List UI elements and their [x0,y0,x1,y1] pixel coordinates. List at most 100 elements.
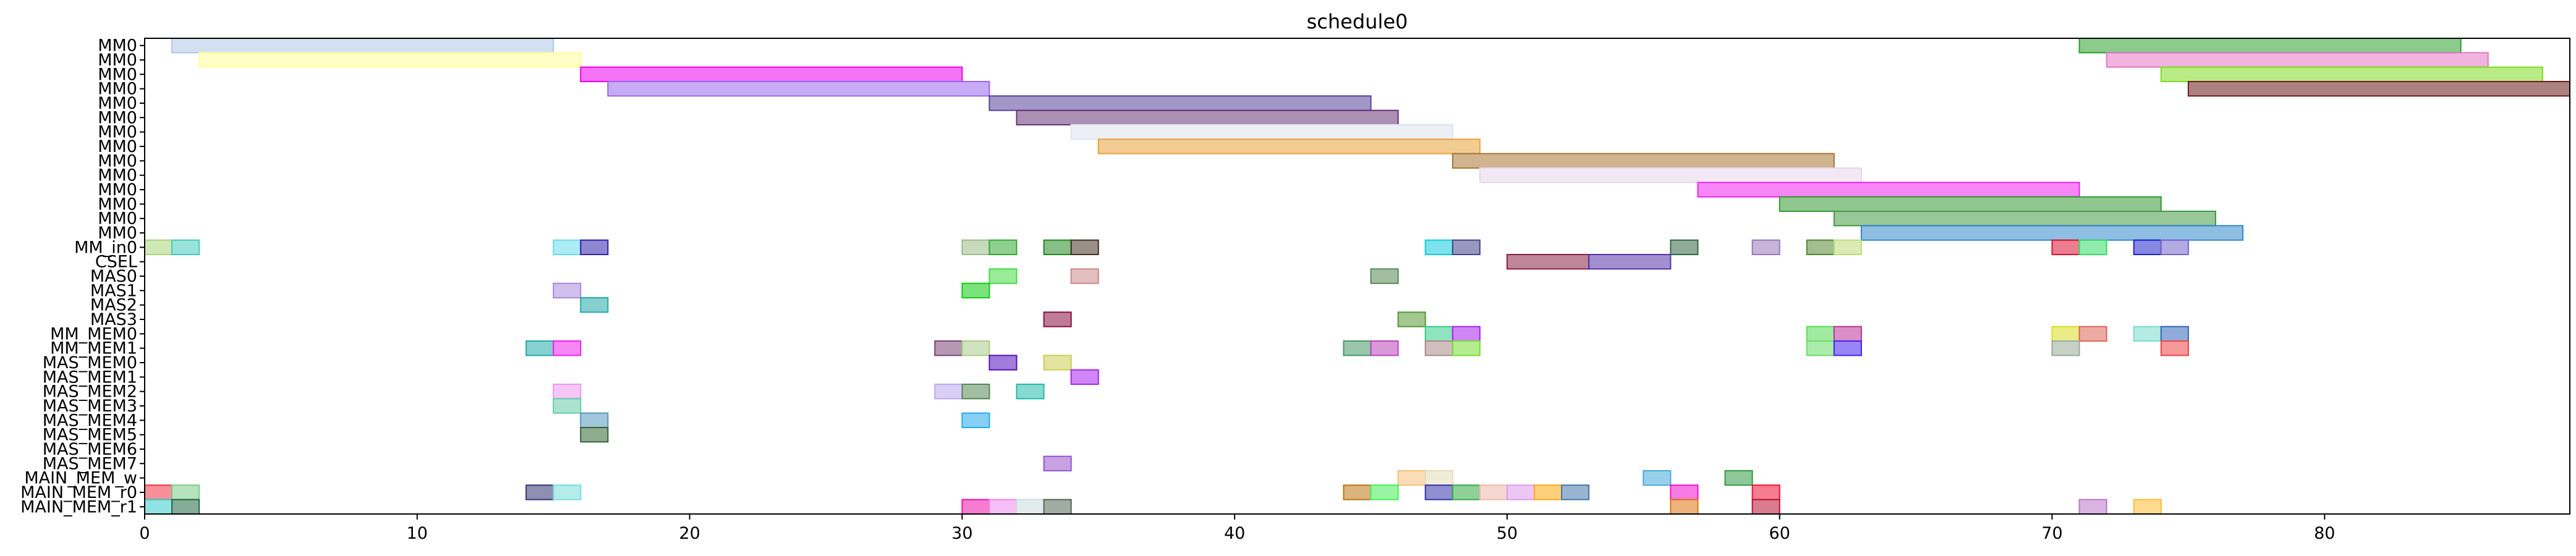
bar-98 [961,499,990,515]
bars-layer [144,38,2571,515]
bar-50 [2051,326,2080,342]
bar-65 [2160,340,2189,356]
bar-101 [1043,499,1072,515]
y-tick-label-7: MM0 [98,137,137,156]
bar-31 [1833,239,1862,255]
bar-76 [580,427,609,443]
bar-28 [1670,239,1699,255]
bar-25 [1070,239,1099,255]
bar-16 [1833,211,2216,227]
y-tick-label-0: MM0 [98,36,137,56]
bar-59 [1370,340,1399,356]
bar-29 [1751,239,1780,255]
bar-9 [1016,109,1399,126]
bar-41 [553,282,582,298]
bar-54 [525,340,555,356]
bar-82 [144,484,173,500]
bar-67 [1043,355,1072,371]
bar-75 [961,412,990,429]
y-tick-label-27: MAS_MEM5 [43,426,137,445]
bar-89 [1452,484,1481,500]
bar-91 [1506,484,1536,500]
y-tick-label-26: MAS_MEM4 [43,411,137,430]
y-tick-label-20: MM_MEM0 [50,324,137,343]
y-tick-label-16: MAS0 [90,267,137,286]
bar-105 [2133,499,2162,515]
bar-3 [2106,52,2489,68]
y-tick-label-31: MAIN_MEM_r0 [20,483,137,502]
y-tick-label-3: MM0 [98,80,137,99]
bar-86 [1343,484,1372,500]
x-tick-label-3: 30 [951,524,972,543]
bar-14 [1697,182,2080,198]
x-tick-label-6: 60 [1769,524,1790,543]
bar-45 [1397,311,1426,327]
bar-35 [2160,239,2189,255]
bar-0 [171,38,555,54]
bar-95 [1751,484,1780,500]
y-tick-label-18: MAS2 [90,296,137,315]
bar-84 [525,484,555,500]
bar-48 [1806,326,1835,342]
y-tick-label-2: MM0 [98,65,137,84]
bar-7 [2187,81,2571,97]
bar-4 [580,66,963,82]
x-tick-label-2: 20 [679,524,700,543]
y-tick-label-29: MAS_MEM7 [43,454,137,473]
bar-72 [1016,384,1045,400]
y-tick-label-4: MM0 [98,94,137,113]
y-tick-label-11: MM0 [98,195,137,214]
bar-88 [1424,484,1453,500]
bar-37 [1588,254,1672,270]
y-tick-label-10: MM0 [98,180,137,200]
bar-90 [1479,484,1508,500]
bar-66 [988,355,1018,371]
bar-44 [1043,311,1072,327]
y-tick-label-28: MAS_MEM6 [43,440,137,459]
bar-58 [1343,340,1372,356]
x-tick-label-0: 0 [139,524,150,543]
y-tick-label-25: MAS_MEM3 [43,397,137,416]
x-tick-label-5: 50 [1497,524,1518,543]
y-tick-label-8: MM0 [98,151,137,171]
bar-8 [988,95,1372,111]
bar-38 [988,268,1018,284]
bar-1 [2078,38,2462,54]
bar-11 [1097,138,1481,154]
bar-73 [553,398,582,414]
bar-21 [580,239,609,255]
bar-85 [553,484,582,500]
bar-47 [1452,326,1481,342]
bar-32 [2051,239,2080,255]
bar-12 [1452,153,1835,169]
bar-42 [961,282,990,298]
bar-30 [1806,239,1835,255]
bar-26 [1424,239,1453,255]
bar-78 [1397,470,1426,486]
y-tick-label-23: MAS_MEM1 [43,368,137,387]
bar-83 [171,484,200,500]
bar-40 [1370,268,1399,284]
bar-57 [961,340,990,356]
bar-2 [198,52,582,68]
bar-93 [1561,484,1590,500]
x-tick-label-4: 40 [1224,524,1245,543]
bar-62 [1806,340,1835,356]
y-tick-label-12: MM0 [98,209,137,229]
bar-49 [1833,326,1862,342]
y-tick-label-13: MM0 [98,224,137,243]
bar-60 [1424,340,1453,356]
bar-103 [1751,499,1780,515]
x-tick-label-7: 70 [2041,524,2062,543]
bar-36 [1506,254,1590,270]
bar-10 [1070,124,1453,140]
bar-34 [2133,239,2162,255]
bar-102 [1670,499,1699,515]
bar-15 [1779,196,2162,212]
bar-39 [1070,268,1099,284]
y-tick-label-1: MM0 [98,51,137,70]
bar-55 [553,340,582,356]
y-tick-label-32: MAIN_MEM_r1 [20,497,137,516]
bar-13 [1479,167,1862,183]
bar-99 [988,499,1018,515]
